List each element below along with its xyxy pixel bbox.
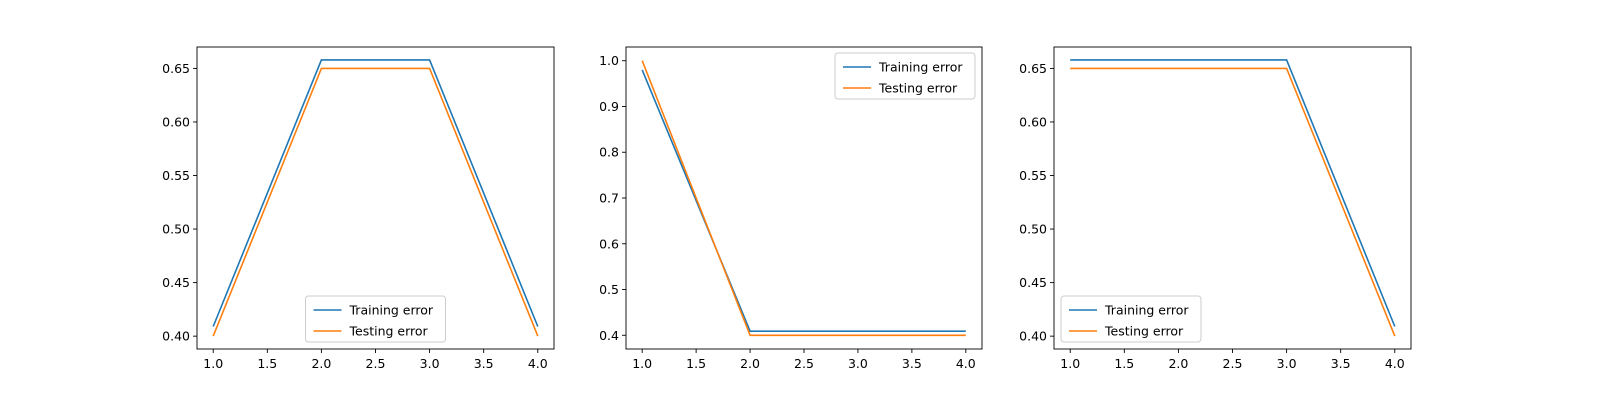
y-tick-label: 0.65: [1019, 61, 1047, 76]
x-tick-label: 1.0: [1060, 356, 1080, 371]
x-tick-label: 1.0: [203, 356, 223, 371]
x-tick-label: 2.0: [311, 356, 331, 371]
legend-label-testing: Testing error: [878, 81, 958, 96]
legend-label-training: Training error: [1104, 303, 1189, 318]
y-tick-label: 0.45: [1019, 275, 1047, 290]
x-tick-label: 4.0: [1385, 356, 1405, 371]
x-tick-label: 1.0: [632, 356, 652, 371]
legend: Training error Testing error: [834, 52, 976, 100]
x-tick-label: 2.5: [794, 356, 814, 371]
x-tick-label: 1.5: [1114, 356, 1134, 371]
x-tick-label: 3.0: [848, 356, 868, 371]
legend-label-training: Training error: [878, 60, 963, 75]
legend-label-testing: Testing error: [349, 324, 429, 339]
x-tick-label: 3.5: [1331, 356, 1351, 371]
y-tick-label: 0.7: [599, 191, 619, 206]
y-tick-label: 0.40: [162, 329, 190, 344]
y-tick-label: 0.4: [599, 328, 619, 343]
x-tick-label: 2.5: [366, 356, 386, 371]
y-tick-label: 0.65: [162, 61, 190, 76]
x-tick-label: 3.0: [1277, 356, 1297, 371]
series-line-testing: [641, 60, 966, 337]
x-tick-label: 3.0: [420, 356, 440, 371]
chart-panel-1: 1.0 1.5 2.0 2.5 3.0 3.5 4.0 0.40 0.45 0.50 0.55 0.6…: [162, 46, 555, 371]
y-tick-label: 0.60: [162, 114, 190, 129]
series-line-training: [212, 59, 539, 327]
y-tick-label: 0.40: [1019, 329, 1047, 344]
x-tick-label: 4.0: [956, 356, 976, 371]
legend-label-testing: Testing error: [1104, 324, 1184, 339]
chart-panel-2: 1.0 1.5 2.0 2.5 3.0 3.5 4.0 0.4 0.5 0.6 0.7 0.8 0.9 1…: [599, 46, 983, 371]
y-tick-label: 0.9: [599, 99, 619, 114]
y-tick-label: 0.55: [1019, 168, 1047, 183]
x-tick-label: 3.5: [474, 356, 494, 371]
y-tick-label: 0.5: [599, 282, 619, 297]
legend: Training error Testing error: [305, 295, 446, 343]
legend-label-training: Training error: [349, 303, 434, 318]
y-tick-label: 0.50: [1019, 222, 1047, 237]
series-line-training: [641, 69, 966, 333]
x-tick-label: 3.5: [902, 356, 922, 371]
y-tick-label: 1.0: [599, 53, 619, 68]
y-tick-label: 0.60: [1019, 114, 1047, 129]
x-tick-label: 2.0: [740, 356, 760, 371]
x-tick-label: 4.0: [528, 356, 548, 371]
series-line-training: [1070, 59, 1396, 327]
y-tick-label: 0.45: [162, 275, 190, 290]
legend: Training error Testing error: [1060, 295, 1202, 343]
y-tick-label: 0.55: [162, 168, 190, 183]
x-tick-label: 2.0: [1168, 356, 1188, 371]
x-tick-label: 1.5: [686, 356, 706, 371]
x-tick-label: 2.5: [1223, 356, 1243, 371]
series-line-testing: [1070, 67, 1396, 337]
y-tick-label: 0.6: [599, 236, 619, 251]
y-tick-label: 0.8: [599, 145, 619, 160]
series-line-testing: [212, 67, 539, 337]
x-tick-label: 1.5: [257, 356, 277, 371]
y-tick-label: 0.50: [162, 222, 190, 237]
chart-panel-3: 1.0 1.5 2.0 2.5 3.0 3.5 4.0 0.40 0.45 0.50 0.55 0.6…: [1019, 46, 1412, 371]
